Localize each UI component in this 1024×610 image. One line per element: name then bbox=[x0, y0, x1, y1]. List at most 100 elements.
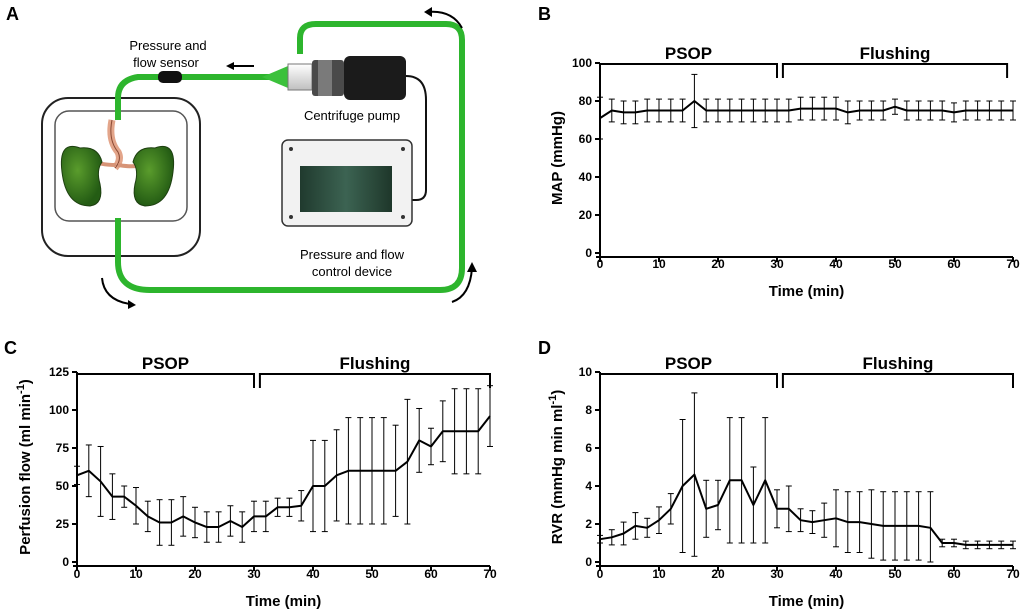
x-tick-label: 50 bbox=[365, 567, 379, 581]
y-tick-label: 0 bbox=[585, 246, 592, 260]
y-tick-label: 125 bbox=[49, 365, 69, 379]
y-tick-label: 100 bbox=[49, 403, 69, 417]
y-axis-title: Perfusion flow (ml min-1) bbox=[15, 379, 34, 555]
phase-bracket bbox=[258, 373, 491, 388]
y-tick-label: 100 bbox=[572, 56, 592, 70]
series-line bbox=[599, 473, 1013, 546]
pump-nozzle bbox=[287, 63, 313, 91]
circulation-arrow-bottom-right bbox=[451, 267, 473, 303]
phase-bracket bbox=[781, 63, 1009, 78]
x-tick-label: 40 bbox=[829, 257, 843, 271]
pump-label: Centrifuge pump bbox=[304, 108, 400, 123]
panel-a-letter: A bbox=[6, 4, 19, 24]
x-tick-label: 30 bbox=[247, 567, 261, 581]
control-device-screen bbox=[300, 166, 392, 212]
x-axis-title: Time (min) bbox=[769, 593, 845, 610]
x-tick-label: 60 bbox=[424, 567, 438, 581]
panel-a-diagram: A Pressure and flow sensor Centrifuge pu… bbox=[6, 4, 477, 309]
y-tick-label: 75 bbox=[56, 441, 70, 455]
y-tick-label: 25 bbox=[56, 517, 70, 531]
phase-bracket bbox=[599, 373, 778, 388]
pressure-flow-sensor bbox=[158, 71, 182, 83]
renal-artery-outline bbox=[110, 119, 120, 169]
y-axis-title-superscript: -1 bbox=[547, 395, 559, 405]
y-tick-label: 8 bbox=[585, 403, 592, 417]
x-tick-label: 0 bbox=[597, 257, 604, 271]
x-tick-label: 60 bbox=[947, 567, 961, 581]
flow-direction-arrowhead bbox=[226, 62, 234, 70]
series-line bbox=[599, 100, 1013, 119]
y-axis-title: RVR (mmHg min ml-1) bbox=[547, 390, 566, 545]
y-axis-title: MAP (mmHg) bbox=[549, 111, 566, 205]
circulation-arrowhead-bottom-left bbox=[128, 300, 136, 309]
phase-label: PSOP bbox=[665, 44, 712, 63]
x-tick-label: 10 bbox=[652, 257, 666, 271]
control-label-line1: Pressure and flow bbox=[300, 247, 405, 262]
y-tick-label: 4 bbox=[585, 479, 592, 493]
sensor-label-line2: flow sensor bbox=[133, 55, 199, 70]
phase-label: PSOP bbox=[142, 354, 189, 373]
x-tick-label: 10 bbox=[129, 567, 143, 581]
phase-bracket bbox=[76, 373, 255, 388]
left-kidney bbox=[60, 146, 103, 207]
y-tick-label: 6 bbox=[585, 441, 592, 455]
y-axis-title-main: MAP (mmHg) bbox=[549, 111, 566, 205]
chart-perfusion-flow: 0 25 50 75 100 125 0 10 20 30 40 50 60 70 Time (min) Pe… bbox=[15, 354, 497, 610]
x-tick-label: 70 bbox=[1006, 567, 1020, 581]
control-device-screw bbox=[401, 215, 405, 219]
x-tick-label: 0 bbox=[74, 567, 81, 581]
chart-rvr: 0 2 4 6 8 10 0 10 20 30 40 50 60 70 Time (min) RVR (mmH… bbox=[547, 354, 1020, 610]
y-tick-label: 40 bbox=[579, 170, 593, 184]
x-tick-label: 50 bbox=[888, 257, 902, 271]
centrifuge-pump-body bbox=[344, 56, 406, 100]
phase-label: Flushing bbox=[340, 354, 411, 373]
control-device-screw bbox=[401, 147, 405, 151]
panel-b-letter: B bbox=[538, 4, 551, 24]
x-tick-label: 30 bbox=[770, 257, 784, 271]
phase-bracket bbox=[599, 63, 778, 78]
panel-d-letter: D bbox=[538, 338, 551, 358]
y-tick-label: 2 bbox=[585, 517, 592, 531]
circulation-arrowhead-bottom-right bbox=[467, 262, 477, 272]
circulation-arrow-bottom-left bbox=[101, 277, 131, 305]
x-tick-label: 20 bbox=[188, 567, 202, 581]
phase-bracket bbox=[781, 373, 1014, 388]
x-tick-label: 0 bbox=[597, 567, 604, 581]
tubing-supply bbox=[115, 74, 276, 120]
x-tick-label: 20 bbox=[711, 257, 725, 271]
x-tick-label: 40 bbox=[306, 567, 320, 581]
y-tick-label: 80 bbox=[579, 94, 593, 108]
pump-collar-highlight bbox=[318, 60, 332, 96]
control-label-line2: control device bbox=[312, 264, 392, 279]
x-axis-title: Time (min) bbox=[246, 593, 322, 610]
series-line bbox=[76, 415, 491, 529]
x-axis-title: Time (min) bbox=[769, 283, 845, 300]
right-kidney bbox=[132, 146, 175, 207]
x-tick-label: 20 bbox=[711, 567, 725, 581]
y-tick-label: 0 bbox=[62, 555, 69, 569]
tubing-return bbox=[115, 21, 465, 293]
panel-c-letter: C bbox=[4, 338, 17, 358]
phase-label: Flushing bbox=[863, 354, 934, 373]
chart-map: 0 20 40 60 80 100 0 10 20 30 40 50 60 70 Time (min) MAP… bbox=[549, 44, 1020, 300]
sensor-label-line1: Pressure and bbox=[129, 38, 206, 53]
x-tick-label: 30 bbox=[770, 567, 784, 581]
phase-label: Flushing bbox=[860, 44, 931, 63]
x-tick-label: 70 bbox=[1006, 257, 1020, 271]
x-tick-label: 60 bbox=[947, 257, 961, 271]
y-tick-label: 50 bbox=[56, 479, 70, 493]
control-device-screw bbox=[289, 147, 293, 151]
y-axis-title-main: Perfusion flow (ml min bbox=[17, 394, 34, 555]
y-tick-label: 20 bbox=[579, 208, 593, 222]
control-device-screw bbox=[289, 215, 293, 219]
x-tick-label: 10 bbox=[652, 567, 666, 581]
pump-outlet-cone bbox=[262, 66, 288, 88]
x-tick-label: 50 bbox=[888, 567, 902, 581]
y-axis-title-superscript: -1 bbox=[15, 384, 27, 394]
y-tick-label: 0 bbox=[585, 555, 592, 569]
x-tick-label: 70 bbox=[483, 567, 497, 581]
pump-control-cable bbox=[405, 75, 427, 201]
y-tick-label: 10 bbox=[579, 365, 593, 379]
y-axis-title-main: RVR (mmHg min ml bbox=[549, 405, 566, 545]
